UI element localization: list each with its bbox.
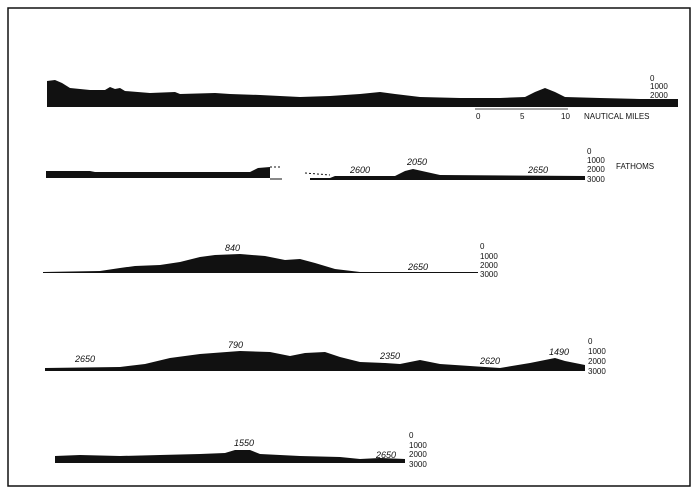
scale-tick: 1000 xyxy=(588,347,606,356)
profile-1 xyxy=(47,80,678,107)
depth-label: 1490 xyxy=(549,347,569,357)
scale-tick: 2000 xyxy=(480,261,498,270)
depth-unit: FATHOMS xyxy=(616,162,654,171)
profile-2a xyxy=(46,167,270,178)
depth-label: 2050 xyxy=(406,157,427,167)
depth-label: 2650 xyxy=(74,354,95,364)
scale-tick: 0 xyxy=(480,242,485,251)
scale-tick: 2000 xyxy=(588,357,606,366)
distance-scale: 0 5 10 NAUTICAL MILES xyxy=(475,108,650,121)
depth-scale-1: 0 1000 2000 xyxy=(650,74,668,100)
depth-label: 1550 xyxy=(234,438,254,448)
scale-tick: 3000 xyxy=(409,460,427,469)
depth-label: 2350 xyxy=(379,351,400,361)
scale-tick: 2000 xyxy=(587,165,605,174)
depth-label: 840 xyxy=(225,243,240,253)
scale-tick: 1000 xyxy=(409,441,427,450)
scale-tick: 3000 xyxy=(588,367,606,376)
scale-tick: 2000 xyxy=(409,450,427,459)
profile-3 xyxy=(43,254,478,273)
depth-label: 790 xyxy=(228,340,243,350)
scale-tick: 0 xyxy=(650,74,655,83)
scale-tick: 1000 xyxy=(650,82,668,91)
depth-label: 2600 xyxy=(349,165,370,175)
depth-scale-2: 0 1000 2000 3000 FATHOMS xyxy=(587,147,654,184)
depth-scale-4: 0 1000 2000 3000 xyxy=(588,337,606,376)
scale-tick: 0 xyxy=(587,147,592,156)
scale-tick: 0 xyxy=(588,337,593,346)
scale-tick: 3000 xyxy=(587,175,605,184)
distance-unit: NAUTICAL MILES xyxy=(584,112,650,121)
distance-tick: 5 xyxy=(520,112,525,121)
scale-tick: 2000 xyxy=(650,91,668,100)
profile-2b xyxy=(310,169,585,180)
depth-scale-5: 0 1000 2000 3000 xyxy=(409,431,427,469)
depth-label: 2650 xyxy=(375,450,396,460)
profile-4 xyxy=(45,351,585,371)
depth-label: 2650 xyxy=(527,165,548,175)
scale-tick: 1000 xyxy=(480,252,498,261)
distance-tick: 0 xyxy=(476,112,481,121)
depth-label: 2650 xyxy=(407,262,428,272)
profile-5 xyxy=(55,450,405,463)
depth-scale-3: 0 1000 2000 3000 xyxy=(480,242,498,279)
scale-tick: 0 xyxy=(409,431,414,440)
scale-tick: 1000 xyxy=(587,156,605,165)
depth-label: 2620 xyxy=(479,356,500,366)
scale-tick: 3000 xyxy=(480,270,498,279)
distance-tick: 10 xyxy=(561,112,570,121)
frame xyxy=(7,7,691,487)
